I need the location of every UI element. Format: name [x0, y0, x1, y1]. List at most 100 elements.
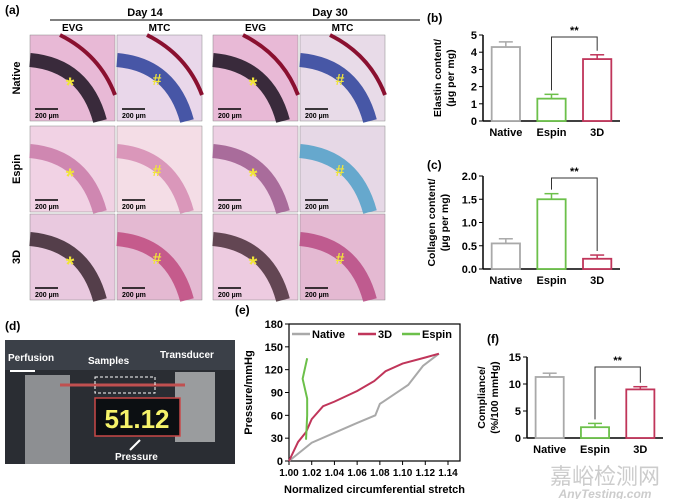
pressure-arrow: [129, 439, 141, 451]
scale-bar-label: 200 µm: [218, 204, 242, 211]
chart-c: (c) 0.0 0.5 1.0 1.5 2.0 Collagen content/(µg p…: [426, 158, 620, 287]
legend-label: Espin: [422, 329, 452, 341]
y-tick-label: 2.0: [462, 171, 477, 183]
series-line-Espin: [301, 358, 309, 440]
clamp-left: [25, 375, 70, 464]
marker-symbol: #: [153, 72, 162, 89]
vessel-wall: [212, 53, 290, 123]
vessel-wall: [299, 232, 377, 302]
micrograph-tile: * 200 µm: [212, 213, 299, 302]
marker-symbol: #: [153, 251, 162, 268]
y-tick-label: 0: [277, 456, 283, 468]
row-label: 3D: [11, 250, 23, 264]
stain-label: MTC: [149, 23, 171, 34]
series-line-3D: [288, 352, 440, 462]
significance-label: **: [613, 355, 622, 367]
y-axis-label: Pressure/mmHg: [243, 350, 255, 434]
x-tick-label: Espin: [537, 275, 567, 287]
row-label: Espin: [11, 154, 23, 184]
panel-a-histology: Day 14 Day 30 EVG MTC EVG MTC Native Espin 3D * 20…: [11, 7, 420, 302]
stain-label: MTC: [332, 23, 354, 34]
x-tick-label: 1.00: [279, 468, 299, 479]
bar-Espin: [536, 198, 567, 270]
watermark-en: AnyTesting.com: [558, 487, 652, 499]
bar-Espin: [580, 426, 610, 439]
row-label: Native: [11, 61, 23, 94]
micrograph-tile: * 200 µm: [212, 125, 299, 214]
marker-symbol: *: [249, 252, 258, 277]
bar-Native: [534, 376, 565, 439]
bar-Native: [490, 242, 521, 270]
scale-bar-label: 200 µm: [305, 292, 329, 299]
stain-label: EVG: [245, 23, 266, 34]
y-axis-label: (%/100 mmHg): [489, 361, 501, 433]
x-tick-label: Native: [533, 444, 566, 456]
marker-symbol: *: [66, 73, 75, 98]
bar-3D: [582, 257, 613, 270]
micrograph-tile: #200 µm: [299, 213, 386, 302]
y-tick-label: 120: [265, 365, 283, 377]
legend-label: Native: [312, 329, 345, 341]
x-tick-label: 1.08: [370, 468, 390, 479]
x-axis-label: Normalized circumferential stretch: [284, 484, 465, 496]
panel-d-label: (d): [5, 319, 20, 333]
y-tick-label: 1.0: [462, 218, 477, 230]
micrograph-tile: #200 µm: [116, 33, 204, 123]
samples-label: Samples: [88, 356, 130, 367]
x-tick-label: 3D: [633, 444, 647, 456]
panel-label: (b): [427, 11, 442, 25]
panel-label: (f): [487, 332, 499, 346]
legend-label: 3D: [378, 329, 392, 341]
micrograph-tile: #200 µm: [116, 125, 203, 214]
x-tick-label: 1.02: [302, 468, 322, 479]
y-tick-label: 15: [509, 352, 521, 364]
scale-bar-label: 200 µm: [218, 292, 242, 299]
marker-symbol: #: [336, 163, 345, 180]
vessel-layer: [242, 33, 300, 96]
y-tick-label: 1.5: [462, 194, 477, 206]
marker-symbol: #: [336, 72, 345, 89]
y-axis-label: (µg per mg): [439, 194, 451, 251]
vessel-wall: [116, 144, 194, 214]
scale-bar-label: 200 µm: [35, 292, 59, 299]
y-tick-label: 150: [265, 342, 283, 354]
micrograph-tile: * 200 µm: [29, 213, 116, 302]
y-tick-label: 2: [471, 82, 477, 94]
x-tick-label: Native: [489, 275, 522, 287]
marker-symbol: *: [66, 252, 75, 277]
scale-bar-label: 200 µm: [305, 113, 329, 120]
pressure-reading: 51.12: [104, 404, 169, 434]
vessel-wall: [299, 53, 377, 123]
y-tick-label: 3: [471, 64, 477, 76]
y-tick-label: 4: [471, 47, 478, 59]
scale-bar-label: 200 µm: [305, 204, 329, 211]
y-tick-label: 0: [515, 433, 521, 445]
x-tick-label: 1.06: [347, 468, 367, 479]
x-tick-label: Native: [489, 127, 522, 139]
samples-box: [94, 376, 156, 394]
scale-bar-label: 200 µm: [35, 113, 59, 120]
y-tick-label: 90: [271, 388, 283, 400]
chart-f: (f) 0 5 10 15 Compliance/(%/100 mmHg) Native Es…: [476, 332, 663, 456]
scale-bar-label: 200 µm: [122, 113, 146, 120]
panel-d-photo: (d) 51.12 Perfusion Samples Transducer Pressu…: [5, 319, 235, 464]
panel-label: (e): [235, 303, 250, 317]
pressure-display: [94, 397, 181, 437]
micrograph-tile: #200 µm: [116, 213, 203, 302]
marker-symbol: *: [249, 73, 258, 98]
micrograph-tile: #200 µm: [299, 125, 386, 214]
stain-label: EVG: [62, 23, 83, 34]
micrograph-tile: * 200 µm: [212, 33, 300, 123]
day-label: Day 30: [312, 7, 347, 19]
micrograph-tile: * 200 µm: [29, 125, 116, 214]
y-tick-label: 180: [265, 319, 283, 331]
vessel-wall: [299, 144, 377, 214]
vessel-layer: [146, 33, 204, 96]
vessel-layer: [329, 33, 387, 96]
y-axis-label: Collagen content/: [426, 178, 438, 266]
day-label: Day 14: [127, 7, 163, 19]
scale-bar-label: 200 µm: [35, 204, 59, 211]
